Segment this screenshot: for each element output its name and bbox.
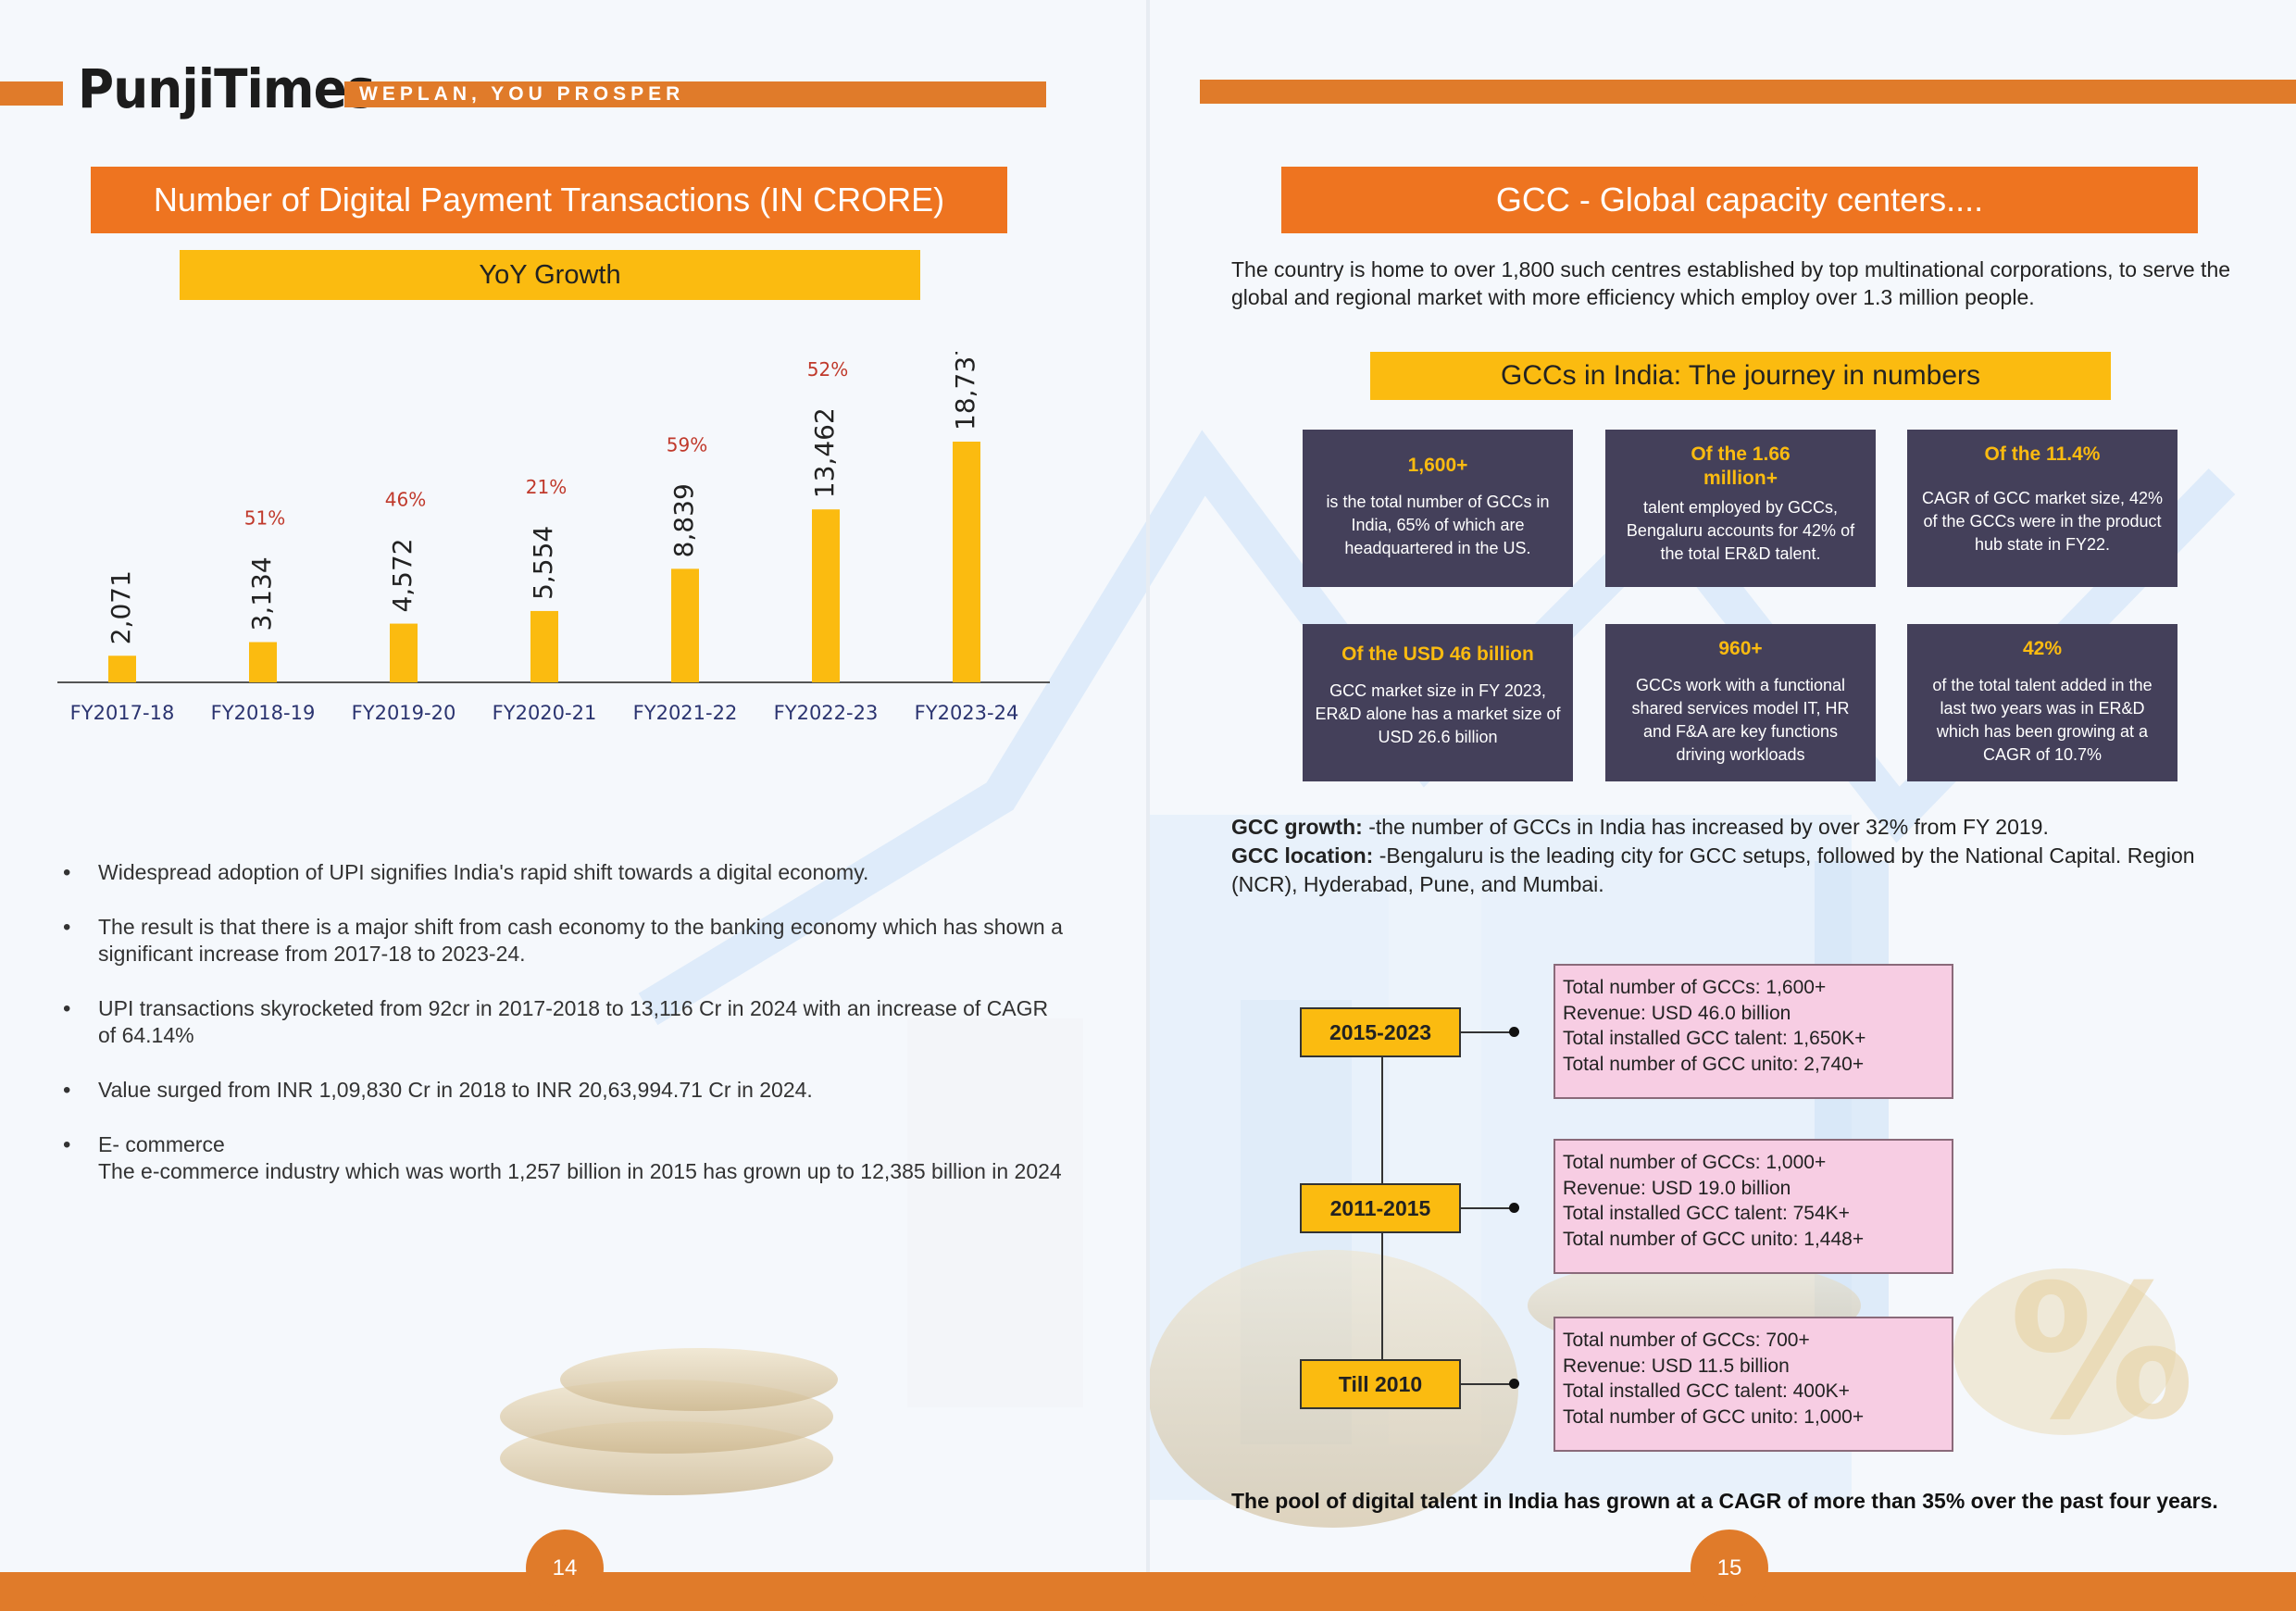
header-bar-left	[0, 81, 63, 106]
timeline-info-line: Total number of GCCs: 700+	[1563, 1330, 1810, 1351]
timeline-connector	[1461, 1383, 1515, 1385]
page-number-right: 15	[1691, 1530, 1768, 1607]
bullet-item: Value surged from INR 1,09,830 Cr in 201…	[63, 1077, 1063, 1104]
chart-bar	[812, 509, 840, 682]
page-divider	[1146, 0, 1150, 1611]
stat-box-market-size: Of the USD 46 billion GCC market size in…	[1303, 624, 1573, 781]
chart-subtitle: YoY Growth	[180, 250, 920, 300]
chart-bar	[671, 568, 699, 682]
numbers-section-title: GCCs in India: The journey in numbers	[1370, 352, 2111, 400]
left-page-title: Number of Digital Payment Transactions (…	[91, 167, 1007, 233]
timeline-info-line: Revenue: USD 19.0 billion	[1563, 1177, 1791, 1199]
stat-headline: 960+	[1718, 638, 1763, 659]
timeline-info-line: Revenue: USD 11.5 billion	[1563, 1355, 1790, 1377]
stat-description: GCC market size in FY 2023, ER&D alone h…	[1315, 681, 1561, 746]
chart-value-label: 2,071	[106, 570, 136, 644]
bullet-item: UPI transactions skyrocketed from 92cr i…	[63, 995, 1063, 1049]
chart-growth-label: 51%	[244, 507, 285, 530]
transactions-bar-chart: 2,071 FY2017-18 3,134 51% FY2018-19 4,572 46% F…	[57, 352, 1050, 724]
chart-bar	[249, 642, 277, 682]
stat-box-cagr: Of the 11.4% CAGR of GCC market size, 42…	[1907, 430, 2177, 587]
chart-growth-label: 46%	[385, 489, 426, 511]
growth-text: -the number of GCCs in India has increas…	[1362, 815, 2049, 839]
chart-category-label: FY2019-20	[352, 702, 456, 724]
chart-category-label: FY2022-23	[774, 702, 879, 724]
timeline-info-line: Total number of GCC unito: 2,740+	[1563, 1053, 1865, 1075]
stat-description: of the total talent added in the last tw…	[1932, 676, 2152, 764]
chart-value-label: 13,462	[809, 407, 840, 498]
chart-value-label: 4,572	[387, 538, 418, 612]
chart-growth-label: 59%	[667, 433, 707, 456]
right-page-title: GCC - Global capacity centers....	[1281, 167, 2198, 233]
timeline-info-line: Total number of GCCs: 1,000+	[1563, 1152, 1827, 1173]
location-label: GCC location:	[1231, 843, 1374, 868]
bullet-item: Widespread adoption of UPI signifies Ind…	[63, 859, 1063, 886]
location-text: -Bengaluru is the leading city for GCC s…	[1231, 843, 2195, 896]
brand-logo: PunjiTimes	[78, 57, 376, 120]
stat-box-talent: Of the 1.66 million+ talent employed by …	[1605, 430, 1876, 587]
chart-value-label: 18,737	[950, 352, 980, 431]
chart-category-label: FY2018-19	[211, 702, 316, 724]
timeline-info-line: Total number of GCC unito: 1,448+	[1563, 1228, 1865, 1250]
stat-box-talent-added: 42% of the total talent added in the las…	[1907, 624, 2177, 781]
chart-value-label: 5,554	[528, 526, 558, 600]
timeline-period: 2011-2015	[1300, 1183, 1461, 1233]
timeline-info-line: Total installed GCC talent: 400K+	[1563, 1380, 1850, 1402]
stat-headline: Of the USD 46 billion	[1341, 643, 1534, 665]
page-number-left: 14	[526, 1530, 604, 1607]
chart-bar	[108, 656, 136, 682]
chart-category-label: FY2017-18	[70, 702, 175, 724]
stat-box-functions: 960+ GCCs work with a functional shared …	[1605, 624, 1876, 781]
footer-bar	[0, 1572, 2296, 1611]
timeline-info-line: Total installed GCC talent: 754K+	[1563, 1203, 1850, 1224]
chart-value-label: 3,134	[246, 556, 277, 631]
gcc-intro-paragraph: The country is home to over 1,800 such c…	[1231, 257, 2231, 309]
chart-growth-label: 21%	[526, 476, 567, 498]
stat-description: GCCs work with a functional shared servi…	[1631, 676, 1850, 764]
timeline-period: Till 2010	[1300, 1359, 1461, 1409]
timeline-dot	[1509, 1027, 1519, 1037]
chart-category-label: FY2023-24	[915, 702, 1019, 724]
stat-description: is the total number of GCCs in India, 65…	[1326, 493, 1550, 557]
timeline-connector	[1461, 1207, 1515, 1209]
stat-description: talent employed by GCCs, Bengaluru accou…	[1626, 498, 1855, 563]
header-bar-right	[1200, 80, 2296, 104]
chart-category-label: FY2020-21	[493, 702, 597, 724]
timeline-dot	[1509, 1203, 1519, 1213]
timeline-info-box: Total number of GCCs: 1,600+ Revenue: US…	[1554, 964, 1953, 1099]
stat-description: CAGR of GCC market size, 42% of the GCCs…	[1921, 489, 2164, 554]
timeline-info-box: Total number of GCCs: 700+ Revenue: USD …	[1554, 1317, 1953, 1452]
bullet-item: E- commerce The e-commerce industry whic…	[63, 1131, 1063, 1185]
stat-headline: 1,600+	[1407, 455, 1468, 476]
bullet-item: The result is that there is a major shif…	[63, 914, 1063, 968]
growth-label: GCC growth:	[1231, 815, 1363, 839]
timeline-info-line: Total number of GCC unito: 1,000+	[1563, 1405, 1865, 1428]
timeline-info-box: Total number of GCCs: 1,000+ Revenue: US…	[1554, 1139, 1953, 1274]
timeline-info-line: Total installed GCC talent: 1,650K+	[1563, 1028, 1866, 1049]
chart-value-label: 8,839	[668, 483, 699, 557]
svg-text:%: %	[2009, 1245, 2194, 1461]
stat-headline: 42%	[2022, 638, 2063, 659]
chart-category-label: FY2021-22	[633, 702, 738, 724]
timeline-info-line: Total number of GCCs: 1,600+	[1563, 977, 1827, 998]
timeline-period: 2015-2023	[1300, 1007, 1461, 1057]
gcc-growth-location: GCC growth: -the number of GCCs in India…	[1231, 813, 2259, 899]
chart-growth-label: 52%	[807, 358, 848, 381]
stat-headline: Of the 1.66 million+	[1691, 443, 1791, 489]
chart-bar	[953, 442, 980, 682]
stat-box-gcc-count: 1,600+ is the total number of GCCs in In…	[1303, 430, 1573, 587]
footer-note: The pool of digital talent in India has …	[1231, 1489, 2218, 1513]
timeline-dot	[1509, 1379, 1519, 1389]
timeline-connector	[1461, 1031, 1515, 1033]
stat-headline: Of the 11.4%	[1984, 443, 2101, 465]
timeline-info-line: Revenue: USD 46.0 billion	[1563, 1002, 1791, 1024]
chart-bar	[390, 623, 418, 682]
brand-tagline: WEPLAN, YOU PROSPER	[344, 81, 1046, 107]
chart-bar	[530, 610, 558, 682]
left-bullet-list: Widespread adoption of UPI signifies Ind…	[63, 859, 1063, 1213]
